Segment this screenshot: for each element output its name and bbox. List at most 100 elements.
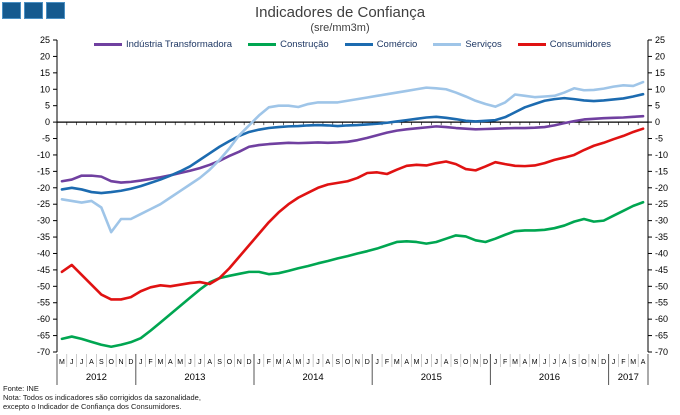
x-month-label: O (227, 359, 233, 366)
x-year-label: 2014 (303, 372, 324, 383)
x-year-label: 2012 (86, 372, 107, 383)
y-axis-tick-label: -45 (37, 265, 50, 275)
y-axis-tick-label: -10 (37, 150, 50, 160)
x-month-label: A (641, 359, 646, 366)
legend-label: Indústria Transformadora (125, 39, 233, 50)
x-month-label: J (543, 359, 547, 366)
x-month-label: A (523, 359, 528, 366)
y-axis-tick-label: -35 (655, 232, 668, 242)
x-month-label: M (276, 359, 282, 366)
y-axis-tick-label: -55 (655, 298, 668, 308)
y-axis-tick-label: 20 (655, 51, 665, 61)
y-axis-tick-label: -10 (655, 150, 668, 160)
x-month-label: J (70, 359, 74, 366)
y-axis-tick-label: -65 (37, 331, 50, 341)
legend-swatch (344, 43, 373, 46)
y-axis-tick-label: -30 (37, 216, 50, 226)
x-month-label: M (394, 359, 400, 366)
legend-label: Construção (280, 39, 329, 50)
y-axis-tick-label: -25 (655, 199, 668, 209)
footer-source: Fonte: INE (3, 384, 39, 393)
y-axis-tick-label: -35 (37, 232, 50, 242)
x-month-label: J (139, 359, 143, 366)
y-axis-tick-label: -50 (37, 281, 50, 291)
legend-swatch (93, 43, 122, 46)
x-month-label: S (454, 359, 459, 366)
x-month-label: J (553, 359, 557, 366)
x-month-label: J (375, 359, 379, 366)
x-month-label: O (463, 359, 469, 366)
y-axis-tick-label: -55 (37, 298, 50, 308)
x-month-label: A (326, 359, 331, 366)
y-axis-tick-label: 0 (45, 117, 50, 127)
x-month-label: O (108, 359, 114, 366)
y-axis-tick-label: -15 (37, 166, 50, 176)
footer-note-line2: excepto o Indicador de Confiança dos Con… (3, 402, 182, 411)
x-month-label: M (630, 359, 636, 366)
x-month-label: D (601, 359, 606, 366)
x-month-label: M (177, 359, 183, 366)
y-axis-tick-label: 20 (40, 51, 50, 61)
x-month-label: J (80, 359, 84, 366)
x-month-label: N (473, 359, 478, 366)
x-month-label: F (267, 359, 271, 366)
y-axis-tick-label: 15 (655, 68, 665, 78)
x-month-label: J (257, 359, 261, 366)
y-axis-tick-label: 10 (655, 84, 665, 94)
x-month-label: N (237, 359, 242, 366)
x-month-label: M (158, 359, 164, 366)
y-axis-tick-label: 5 (45, 101, 50, 111)
logo (2, 2, 65, 19)
x-month-label: A (562, 359, 567, 366)
x-month-label: D (247, 359, 252, 366)
x-month-label: S (572, 359, 577, 366)
y-axis-tick-label: -60 (37, 314, 50, 324)
chart-title: Indicadores de Confiança (254, 4, 426, 21)
legend-swatch (248, 43, 277, 46)
y-axis-tick-label: -40 (655, 248, 668, 258)
x-month-label: F (503, 359, 507, 366)
x-month-label: M (295, 359, 301, 366)
x-month-label: J (188, 359, 192, 366)
y-axis-tick-label: -25 (37, 199, 50, 209)
legend-label: Comércio (376, 39, 418, 50)
y-axis-tick-label: -60 (655, 314, 668, 324)
y-axis-tick-label: 15 (40, 68, 50, 78)
x-month-label: M (414, 359, 420, 366)
x-month-label: S (217, 359, 222, 366)
chart-footer: Fonte: INE Nota: Todos os indicadores sã… (3, 384, 201, 411)
x-month-label: A (404, 359, 409, 366)
y-axis-tick-label: -30 (655, 216, 668, 226)
x-month-label: F (621, 359, 625, 366)
legend-item-serviços: Serviços (433, 39, 502, 50)
x-month-label: O (581, 359, 587, 366)
x-year-label: 2017 (618, 372, 639, 383)
x-month-label: J (494, 359, 498, 366)
x-month-label: A (168, 359, 173, 366)
y-axis-tick-label: 5 (655, 101, 660, 111)
y-axis-tick-label: 0 (655, 117, 660, 127)
legend-label: Serviços (465, 39, 502, 50)
x-month-label: F (148, 359, 152, 366)
x-month-label: S (99, 359, 104, 366)
y-axis-tick-label: 10 (40, 84, 50, 94)
x-month-label: A (89, 359, 94, 366)
y-axis-tick-label: -5 (655, 134, 663, 144)
legend-item-indústria-transformadora: Indústria Transformadora (93, 39, 233, 50)
x-year-label: 2016 (539, 372, 560, 383)
x-month-label: S (335, 359, 340, 366)
x-month-label: J (425, 359, 429, 366)
x-year-label: 2015 (421, 372, 442, 383)
y-axis-tick-label: 25 (40, 35, 50, 45)
x-month-label: N (355, 359, 360, 366)
series-line-construção (60, 200, 645, 349)
x-month-label: D (365, 359, 370, 366)
x-month-label: O (345, 359, 351, 366)
x-month-label: J (316, 359, 320, 366)
logo-square (24, 2, 43, 19)
x-year-label: 2013 (184, 372, 205, 383)
series-line-consumidores (60, 127, 645, 301)
y-axis-tick-label: 25 (655, 35, 665, 45)
footer-note-line1: Nota: Todos os indicadores são corrigido… (3, 393, 201, 402)
